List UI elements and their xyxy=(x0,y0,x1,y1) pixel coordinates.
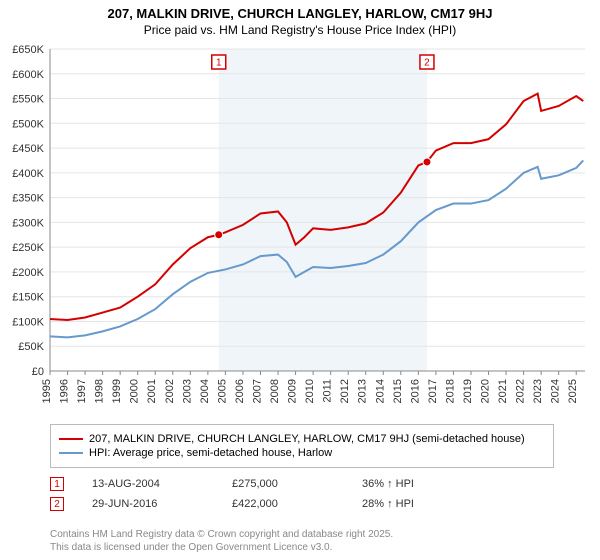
svg-text:2000: 2000 xyxy=(129,379,141,403)
svg-text:2025: 2025 xyxy=(567,379,579,403)
svg-text:2018: 2018 xyxy=(444,379,456,403)
sale-marker-icon: 2 xyxy=(50,497,64,511)
footer-line: This data is licensed under the Open Gov… xyxy=(50,541,393,554)
svg-text:£600K: £600K xyxy=(12,69,44,81)
svg-text:2012: 2012 xyxy=(339,379,351,403)
svg-text:£100K: £100K xyxy=(12,316,44,328)
svg-text:2003: 2003 xyxy=(181,379,193,403)
chart-subtitle: Price paid vs. HM Land Registry's House … xyxy=(0,21,600,41)
legend-swatch xyxy=(59,438,83,440)
svg-text:2006: 2006 xyxy=(234,379,246,403)
svg-text:2021: 2021 xyxy=(497,379,509,403)
svg-text:2015: 2015 xyxy=(392,379,404,403)
sale-price: £275,000 xyxy=(232,478,362,490)
svg-text:£150K: £150K xyxy=(12,292,44,304)
legend-label: 207, MALKIN DRIVE, CHURCH LANGLEY, HARLO… xyxy=(89,433,525,445)
chart-container: 207, MALKIN DRIVE, CHURCH LANGLEY, HARLO… xyxy=(0,0,600,560)
legend: 207, MALKIN DRIVE, CHURCH LANGLEY, HARLO… xyxy=(50,424,554,468)
svg-text:1998: 1998 xyxy=(94,379,106,403)
svg-text:£300K: £300K xyxy=(12,217,44,229)
svg-text:2007: 2007 xyxy=(251,379,263,403)
sale-pct: 28% ↑ HPI xyxy=(362,498,462,510)
svg-text:£450K: £450K xyxy=(12,143,44,155)
svg-text:1: 1 xyxy=(216,58,222,69)
svg-text:1999: 1999 xyxy=(111,379,123,403)
svg-text:£350K: £350K xyxy=(12,193,44,205)
svg-text:£0: £0 xyxy=(32,366,44,378)
legend-label: HPI: Average price, semi-detached house,… xyxy=(89,447,332,459)
svg-text:£400K: £400K xyxy=(12,168,44,180)
legend-swatch xyxy=(59,452,83,454)
sale-price: £422,000 xyxy=(232,498,362,510)
svg-text:2020: 2020 xyxy=(480,379,492,403)
svg-text:£500K: £500K xyxy=(12,118,44,130)
svg-text:£50K: £50K xyxy=(18,341,44,353)
svg-text:2017: 2017 xyxy=(427,379,439,403)
chart-plot-area: £0 £50K £100K £150K £200K £250K £300K £350K £400… xyxy=(0,41,600,411)
svg-text:2: 2 xyxy=(424,58,430,69)
svg-text:1995: 1995 xyxy=(41,379,53,403)
sale-marker-icon: 1 xyxy=(50,477,64,491)
svg-text:1997: 1997 xyxy=(76,379,88,403)
svg-text:2010: 2010 xyxy=(304,379,316,403)
sale-row: 1 13-AUG-2004 £275,000 36% ↑ HPI xyxy=(50,474,462,494)
svg-text:2016: 2016 xyxy=(409,379,421,403)
svg-text:2014: 2014 xyxy=(374,379,386,403)
svg-text:1996: 1996 xyxy=(59,379,71,403)
svg-text:2011: 2011 xyxy=(322,379,334,403)
legend-item: HPI: Average price, semi-detached house,… xyxy=(59,447,545,459)
sale-date: 13-AUG-2004 xyxy=(92,478,232,490)
svg-text:2005: 2005 xyxy=(216,379,228,403)
footer-line: Contains HM Land Registry data © Crown c… xyxy=(50,528,393,541)
sale-row: 2 29-JUN-2016 £422,000 28% ↑ HPI xyxy=(50,494,462,514)
sale-pct: 36% ↑ HPI xyxy=(362,478,462,490)
svg-text:2019: 2019 xyxy=(462,379,474,403)
svg-text:2001: 2001 xyxy=(146,379,158,403)
svg-text:2013: 2013 xyxy=(357,379,369,403)
legend-item: 207, MALKIN DRIVE, CHURCH LANGLEY, HARLO… xyxy=(59,433,545,445)
svg-text:£650K: £650K xyxy=(12,44,44,56)
svg-text:2022: 2022 xyxy=(515,379,527,403)
svg-text:£200K: £200K xyxy=(12,267,44,279)
svg-text:£550K: £550K xyxy=(12,94,44,106)
sales-table: 1 13-AUG-2004 £275,000 36% ↑ HPI 2 29-JU… xyxy=(50,474,462,514)
svg-text:2004: 2004 xyxy=(199,379,211,403)
chart-title: 207, MALKIN DRIVE, CHURCH LANGLEY, HARLO… xyxy=(0,0,600,21)
chart-svg: £0 £50K £100K £150K £200K £250K £300K £350K £400… xyxy=(0,41,600,411)
svg-text:2024: 2024 xyxy=(550,379,562,403)
svg-text:2002: 2002 xyxy=(164,379,176,403)
svg-text:2008: 2008 xyxy=(269,379,281,403)
svg-text:2009: 2009 xyxy=(287,379,299,403)
sale-date: 29-JUN-2016 xyxy=(92,498,232,510)
svg-text:2023: 2023 xyxy=(532,379,544,403)
svg-text:£250K: £250K xyxy=(12,242,44,254)
footer: Contains HM Land Registry data © Crown c… xyxy=(50,528,393,554)
